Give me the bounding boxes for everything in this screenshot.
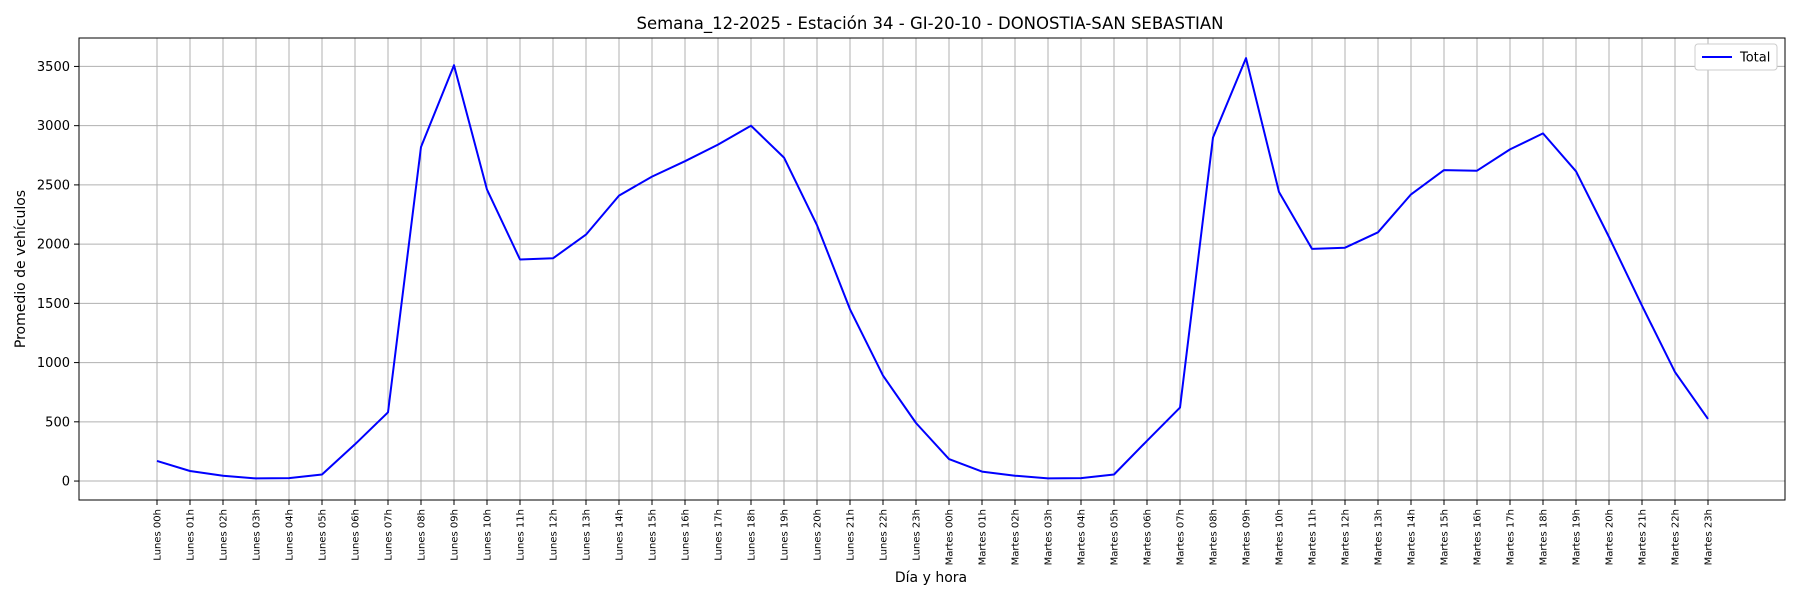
x-tick-label: Martes 17h bbox=[1506, 509, 1517, 565]
x-tick-label: Lunes 17h bbox=[714, 509, 725, 561]
x-tick-label: Martes 10h bbox=[1275, 509, 1286, 565]
y-tick-label: 2500 bbox=[37, 178, 70, 193]
y-tick-label: 2000 bbox=[37, 238, 70, 253]
x-tick-label: Martes 05h bbox=[1110, 509, 1121, 565]
x-tick-label: Martes 14h bbox=[1407, 509, 1418, 565]
x-tick-label: Lunes 03h bbox=[252, 509, 263, 561]
x-tick-label: Lunes 10h bbox=[483, 509, 494, 561]
x-tick-label: Martes 12h bbox=[1341, 509, 1352, 565]
x-tick-label: Martes 09h bbox=[1242, 509, 1253, 565]
x-tick-label: Lunes 11h bbox=[516, 509, 527, 561]
x-tick-label: Martes 13h bbox=[1374, 509, 1385, 565]
x-axis-label: Día y hora bbox=[895, 570, 967, 586]
x-tick-label: Martes 18h bbox=[1539, 509, 1550, 565]
y-tick-label: 500 bbox=[45, 415, 70, 430]
series-line-total bbox=[156, 57, 1709, 480]
y-axis-ticks: 0 500 1000 1500 2000 2500 3000 3500 bbox=[37, 60, 79, 490]
legend-box bbox=[1694, 43, 1778, 71]
x-tick-label: Martes 04h bbox=[1077, 509, 1088, 565]
x-tick-label: Lunes 05h bbox=[318, 509, 329, 561]
x-tick-label: Martes 11h bbox=[1308, 509, 1319, 565]
x-tick-label: Lunes 21h bbox=[846, 509, 857, 561]
x-tick-label: Lunes 08h bbox=[417, 509, 428, 561]
x-tick-label: Lunes 12h bbox=[549, 509, 560, 561]
x-tick-label: Lunes 19h bbox=[780, 509, 791, 561]
y-tick-label: 3000 bbox=[37, 119, 70, 134]
y-axis-label: Promedio de vehículos bbox=[13, 190, 29, 348]
x-tick-label: Lunes 16h bbox=[681, 509, 692, 561]
y-tick-label: 1000 bbox=[37, 356, 70, 371]
x-tick-label: Lunes 09h bbox=[450, 509, 461, 561]
x-tick-label: Martes 08h bbox=[1209, 509, 1220, 565]
x-tick-label: Martes 07h bbox=[1176, 509, 1187, 565]
x-tick-label: Martes 02h bbox=[1011, 509, 1022, 565]
x-tick-label: Martes 21h bbox=[1638, 509, 1649, 565]
y-tick-label: 3500 bbox=[37, 60, 70, 75]
x-tick-label: Lunes 15h bbox=[648, 509, 659, 561]
grid-lines bbox=[79, 38, 1785, 500]
x-tick-label: Martes 06h bbox=[1143, 509, 1154, 565]
x-tick-label: Martes 03h bbox=[1044, 509, 1055, 565]
y-tick-label: 1500 bbox=[37, 297, 70, 312]
series-group bbox=[156, 57, 1709, 480]
x-tick-label: Martes 22h bbox=[1671, 509, 1682, 565]
x-tick-label: Lunes 22h bbox=[879, 509, 890, 561]
x-tick-label: Lunes 14h bbox=[615, 509, 626, 561]
x-tick-label: Lunes 20h bbox=[813, 509, 824, 561]
x-tick-label: Lunes 18h bbox=[747, 509, 758, 561]
x-axis-ticks: Lunes 00h Lunes 01h Lunes 02h Lunes 03h Lune… bbox=[153, 500, 1715, 565]
x-tick-label: Lunes 01h bbox=[186, 509, 197, 561]
x-tick-label: Lunes 07h bbox=[384, 509, 395, 561]
x-tick-label: Lunes 02h bbox=[219, 509, 230, 561]
x-tick-label: Martes 15h bbox=[1440, 509, 1451, 565]
x-tick-label: Lunes 23h bbox=[912, 509, 923, 561]
x-tick-label: Martes 00h bbox=[945, 509, 956, 565]
x-tick-label: Lunes 06h bbox=[351, 509, 362, 561]
x-tick-label: Martes 19h bbox=[1572, 509, 1583, 565]
x-tick-label: Lunes 04h bbox=[285, 509, 296, 561]
x-tick-label: Lunes 00h bbox=[153, 509, 164, 561]
chart-title: Semana_12-2025 - Estación 34 - GI-20-10 … bbox=[636, 14, 1223, 34]
x-tick-label: Martes 01h bbox=[978, 509, 989, 565]
y-tick-label: 0 bbox=[62, 475, 70, 490]
x-tick-label: Lunes 13h bbox=[582, 509, 593, 561]
x-tick-label: Martes 16h bbox=[1473, 509, 1484, 565]
legend-label-total: Total bbox=[1739, 51, 1770, 66]
x-tick-label: Martes 20h bbox=[1605, 509, 1616, 565]
plot-area-frame bbox=[78, 37, 1786, 501]
x-tick-label: Martes 23h bbox=[1704, 509, 1715, 565]
legend: Total bbox=[1694, 43, 1778, 71]
